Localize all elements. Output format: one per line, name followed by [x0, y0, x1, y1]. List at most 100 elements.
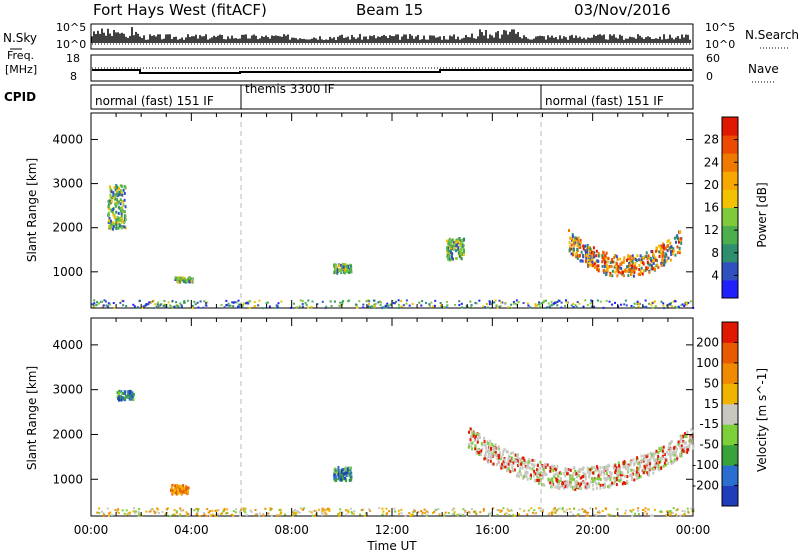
echo-pixel	[637, 473, 640, 477]
echo-pixel	[123, 396, 126, 400]
echo-pixel	[652, 471, 655, 475]
echo-pixel	[681, 435, 684, 439]
echo-pixel	[627, 467, 630, 471]
echo-pixel	[240, 509, 243, 512]
echo-pixel	[558, 486, 561, 490]
echo-pixel	[461, 239, 464, 243]
echo-pixel	[381, 507, 384, 510]
echo-pixel	[470, 444, 473, 448]
echo-pixel	[531, 467, 534, 471]
colorbar-swatch	[722, 403, 738, 425]
colorbar-swatch	[722, 153, 738, 172]
echo-pixel	[490, 446, 493, 450]
echo-pixel	[484, 306, 487, 309]
echo-pixel	[203, 513, 206, 516]
echo-pixel	[333, 271, 336, 275]
echo-pixel	[333, 471, 336, 475]
echo-pixel	[112, 194, 115, 198]
echo-pixel	[551, 480, 554, 484]
echo-pixel	[119, 301, 122, 304]
echo-pixel	[118, 392, 121, 396]
echo-pixel	[119, 219, 122, 223]
echo-pixel	[621, 482, 624, 486]
echo-pixel	[449, 239, 452, 243]
echo-pixel	[469, 427, 472, 431]
echo-pixel	[673, 451, 676, 455]
echo-pixel	[328, 510, 331, 513]
echo-pixel	[150, 300, 153, 303]
echo-pixel	[490, 512, 493, 515]
echo-pixel	[128, 397, 131, 401]
echo-pixel	[340, 478, 343, 482]
echo-pixel	[645, 254, 648, 258]
echo-pixel	[659, 249, 662, 253]
echo-pixel	[669, 250, 672, 254]
echo-pixel	[525, 466, 528, 470]
echo-pixel	[522, 302, 525, 305]
echo-pixel	[350, 478, 353, 482]
echo-pixel	[475, 451, 478, 455]
echo-pixel	[614, 264, 617, 268]
echo-pixel	[237, 299, 240, 302]
echo-pixel	[493, 450, 496, 454]
echo-pixel	[572, 306, 575, 309]
echo-pixel	[607, 513, 610, 516]
echo-pixel	[669, 303, 672, 306]
echo-pixel	[602, 485, 605, 489]
echo-pixel	[492, 444, 495, 448]
echo-pixel	[121, 217, 124, 221]
echo-pixel	[471, 441, 474, 445]
echo-pixel	[499, 304, 502, 307]
echo-pixel	[555, 479, 558, 483]
echo-pixel	[446, 250, 449, 254]
echo-pixel	[103, 513, 106, 516]
echo-pixel	[690, 507, 693, 510]
echo-pixel	[667, 244, 670, 248]
echo-pixel	[626, 265, 629, 269]
echo-pixel	[494, 443, 497, 447]
echo-pixel	[612, 482, 615, 486]
echo-pixel	[683, 432, 686, 436]
echo-pixel	[430, 301, 433, 304]
echo-pixel	[569, 477, 572, 481]
echo-pixel	[614, 270, 617, 274]
echo-pixel	[669, 241, 672, 245]
echo-pixel	[662, 307, 665, 310]
echo-pixel	[624, 509, 627, 512]
echo-pixel	[542, 468, 545, 472]
echo-pixel	[647, 257, 650, 261]
echo-pixel	[692, 429, 695, 433]
echo-pixel	[557, 471, 560, 475]
echo-pixel	[571, 477, 574, 481]
echo-pixel	[645, 251, 648, 255]
echo-pixel	[533, 459, 536, 463]
echo-pixel	[521, 456, 524, 460]
echo-pixel	[333, 300, 336, 303]
echo-pixel	[530, 507, 533, 510]
echo-pixel	[119, 224, 122, 228]
echo-pixel	[458, 300, 461, 303]
echo-pixel	[470, 305, 473, 308]
echo-pixel	[597, 482, 600, 486]
y-tick-label: 1000	[52, 265, 83, 279]
echo-pixel	[541, 476, 544, 480]
echo-pixel	[385, 507, 388, 510]
echo-pixel	[295, 306, 298, 309]
echo-pixel	[565, 299, 568, 302]
echo-pixel	[635, 473, 638, 477]
echo-pixel	[329, 300, 332, 303]
echo-pixel	[690, 428, 693, 432]
freq-strip: Freq. [MHz] 18 8 60 0 Nave	[5, 49, 779, 83]
echo-pixel	[586, 482, 589, 486]
echo-pixel	[498, 305, 501, 308]
echo-pixel	[298, 511, 301, 514]
echo-pixel	[462, 508, 465, 511]
echo-pixel	[581, 508, 584, 511]
freq-strip-frame	[90, 54, 694, 82]
echo-pixel	[614, 254, 617, 258]
echo-pixel	[183, 300, 186, 303]
echo-pixel	[676, 306, 679, 309]
echo-pixel	[145, 302, 148, 305]
echo-pixel	[678, 444, 681, 448]
echo-pixel	[179, 488, 182, 492]
